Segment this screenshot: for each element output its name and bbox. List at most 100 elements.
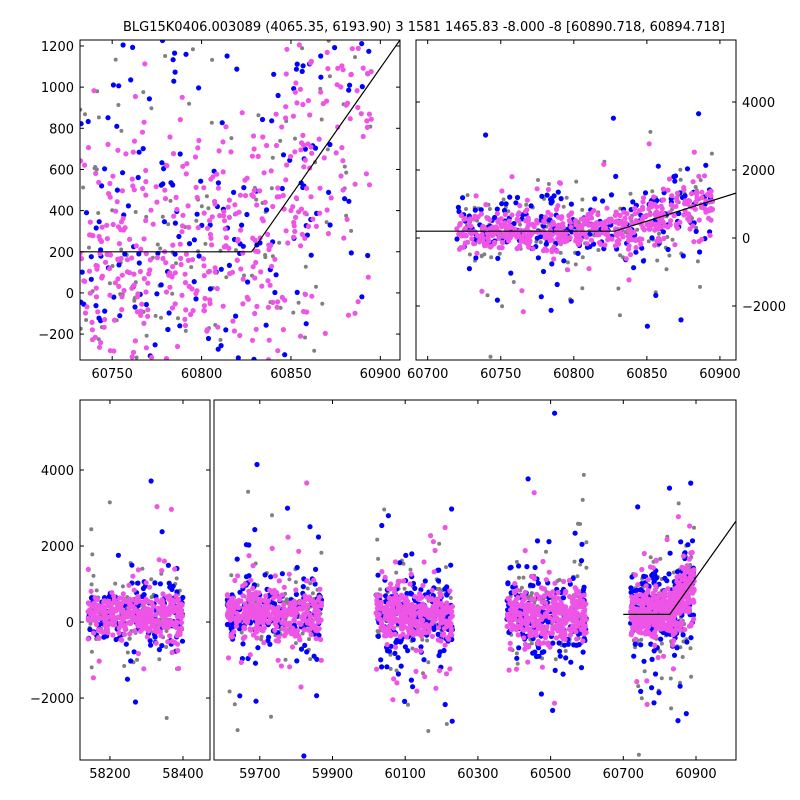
data-point <box>164 163 170 169</box>
data-point <box>325 147 330 152</box>
data-point <box>178 620 185 626</box>
data-point <box>293 641 298 646</box>
data-point <box>231 615 237 621</box>
data-point <box>568 605 575 611</box>
data-point <box>158 282 164 288</box>
data-point <box>177 631 183 638</box>
data-point <box>196 253 202 259</box>
data-point <box>506 218 512 224</box>
data-point <box>324 207 330 213</box>
data-point <box>123 641 129 647</box>
data-point <box>241 185 247 191</box>
data-point <box>159 611 165 617</box>
data-point <box>509 626 515 632</box>
data-point <box>542 214 549 220</box>
data-point <box>360 133 366 140</box>
data-point <box>405 648 411 654</box>
data-point <box>235 237 241 243</box>
data-point <box>246 573 252 579</box>
bottom-left-points <box>85 478 186 720</box>
data-point <box>283 177 289 183</box>
data-point <box>107 194 113 200</box>
data-point <box>448 595 453 600</box>
data-point <box>255 153 261 159</box>
data-point <box>304 578 310 584</box>
data-point <box>215 346 221 352</box>
data-point <box>268 574 274 580</box>
data-point <box>397 639 403 645</box>
data-point <box>340 187 346 193</box>
data-point <box>193 184 199 190</box>
data-point <box>203 241 208 246</box>
data-point <box>622 215 628 221</box>
data-point <box>111 597 117 603</box>
data-point <box>257 235 263 241</box>
data-point <box>697 249 703 255</box>
data-point <box>132 304 138 310</box>
data-point <box>148 207 154 213</box>
data-point <box>435 637 441 643</box>
data-point <box>224 275 229 280</box>
data-point <box>282 633 288 639</box>
data-point <box>347 116 353 122</box>
data-point <box>317 210 323 216</box>
data-point <box>420 617 426 624</box>
data-point <box>249 192 255 198</box>
data-point <box>135 580 141 586</box>
data-point <box>222 226 228 232</box>
data-point <box>342 164 347 169</box>
data-point <box>173 619 180 625</box>
data-point <box>527 238 533 244</box>
data-point <box>260 628 266 634</box>
data-point <box>172 50 178 56</box>
data-point <box>388 666 393 671</box>
data-point <box>230 595 236 601</box>
data-point <box>395 578 401 584</box>
data-point <box>540 268 547 275</box>
data-point <box>119 128 124 133</box>
data-point <box>690 179 696 185</box>
data-point <box>257 188 263 194</box>
data-point <box>670 642 676 648</box>
data-point <box>80 269 85 275</box>
data-point <box>530 620 536 626</box>
data-point <box>302 593 308 599</box>
data-point <box>658 636 664 642</box>
data-point <box>146 96 152 102</box>
data-point <box>535 607 542 613</box>
data-point <box>201 210 207 216</box>
data-point <box>235 728 240 733</box>
data-point <box>154 291 160 297</box>
data-point <box>355 104 361 111</box>
data-point <box>185 257 191 263</box>
data-point <box>189 265 194 270</box>
data-point <box>107 180 113 187</box>
data-point <box>417 591 423 597</box>
data-point <box>290 113 296 119</box>
data-point <box>130 573 136 579</box>
data-point <box>561 234 567 240</box>
data-point <box>130 349 137 355</box>
data-point <box>246 553 252 559</box>
data-point <box>148 478 154 484</box>
data-point <box>260 620 266 626</box>
data-point <box>563 655 569 661</box>
data-point <box>196 85 202 91</box>
data-point <box>307 112 313 118</box>
data-point <box>639 696 644 701</box>
data-point <box>531 490 537 496</box>
data-point <box>123 614 129 620</box>
data-point <box>628 609 634 615</box>
data-point <box>539 616 545 623</box>
data-point <box>117 313 123 319</box>
data-point <box>681 212 687 218</box>
y-tick-label: 4000 <box>742 96 775 111</box>
data-point <box>226 214 232 220</box>
data-point <box>320 301 325 306</box>
data-point <box>650 189 655 194</box>
data-point <box>677 219 683 225</box>
data-point <box>279 620 285 626</box>
data-point <box>671 638 677 644</box>
data-point <box>289 644 296 650</box>
data-point <box>140 185 146 192</box>
